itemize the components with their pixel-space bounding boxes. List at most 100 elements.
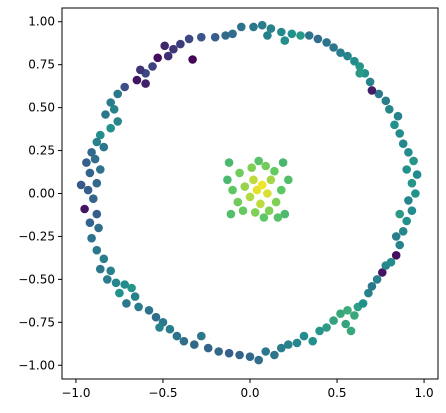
data-point [322,38,331,47]
data-point [210,32,220,42]
data-point [136,65,145,75]
data-point [188,55,197,64]
data-point [92,137,102,147]
data-point [122,299,131,308]
data-point [364,288,373,298]
data-points [76,20,422,365]
data-point [238,206,248,215]
data-point [163,51,173,61]
data-point [257,180,267,190]
data-point [245,192,255,202]
data-point [99,254,109,264]
data-point [257,20,267,30]
data-point [144,306,154,315]
data-point [235,168,244,178]
data-point [92,178,102,188]
data-point [92,245,102,255]
data-point [284,175,293,185]
data-point [165,324,175,334]
data-point [254,156,263,166]
data-point [407,206,417,215]
data-point [355,62,365,71]
y-tick-label: 1.00 [28,15,55,29]
data-point [106,123,115,133]
y-tick-label: −0.50 [18,272,55,286]
y-tick-label: 0.50 [28,101,55,115]
data-point [350,56,359,66]
data-point [90,154,100,164]
data-point [89,194,98,203]
data-point [127,283,136,293]
data-point [404,148,413,157]
data-point [390,120,399,130]
data-point [412,170,422,179]
data-point [372,275,382,284]
data-point [391,251,401,260]
data-point [237,22,246,32]
data-point [83,185,93,195]
x-tick-label: −0.5 [148,386,177,400]
data-point [130,292,140,301]
x-axis-ticks: −1.0 −0.5 0.0 0.5 1.0 [61,379,434,400]
data-point [101,110,110,119]
data-point [141,79,150,88]
data-point [322,323,331,332]
data-point [315,326,324,336]
y-tick-label: −0.25 [18,229,55,243]
data-point [299,331,309,341]
data-point [179,336,189,346]
data-point [92,209,102,219]
data-point [355,69,365,78]
data-point [184,34,194,44]
data-point [336,48,345,57]
data-point [228,185,237,195]
data-point [96,165,105,174]
data-point [343,306,352,315]
data-point [409,156,418,166]
data-point [120,82,129,92]
data-point [277,343,286,353]
data-point [273,213,283,222]
data-point [411,189,420,198]
data-point [76,180,86,190]
data-point [402,165,412,174]
data-point [252,185,262,195]
data-point [277,27,286,37]
data-point [395,209,405,219]
data-point [113,89,122,99]
data-point [106,98,115,107]
data-point [374,89,384,99]
data-point [270,166,279,176]
data-point [407,178,417,188]
data-point [343,51,352,61]
y-tick-label: −1.00 [18,358,55,372]
data-point [151,312,161,322]
data-point [336,309,345,319]
x-tick-label: 0.0 [240,386,259,400]
data-point [385,105,394,114]
x-tick-label: 1.0 [415,386,434,400]
data-point [308,336,318,346]
data-point [358,299,368,308]
y-tick-label: −0.75 [18,315,55,329]
data-point [111,278,121,288]
data-point [304,31,314,40]
data-point [169,44,178,54]
data-point [395,240,405,250]
data-point [224,348,234,358]
data-point [393,111,403,121]
data-point [341,319,351,329]
data-point [313,34,323,44]
data-point [85,168,95,178]
data-point [109,105,119,114]
data-point [134,302,143,312]
data-point [235,350,244,360]
data-point [94,223,103,233]
data-point [80,204,89,214]
data-point [249,22,258,32]
data-point [233,197,243,207]
x-tick-label: −1.0 [61,386,90,400]
data-point [160,41,169,51]
data-point [367,282,377,291]
data-point [172,331,182,341]
